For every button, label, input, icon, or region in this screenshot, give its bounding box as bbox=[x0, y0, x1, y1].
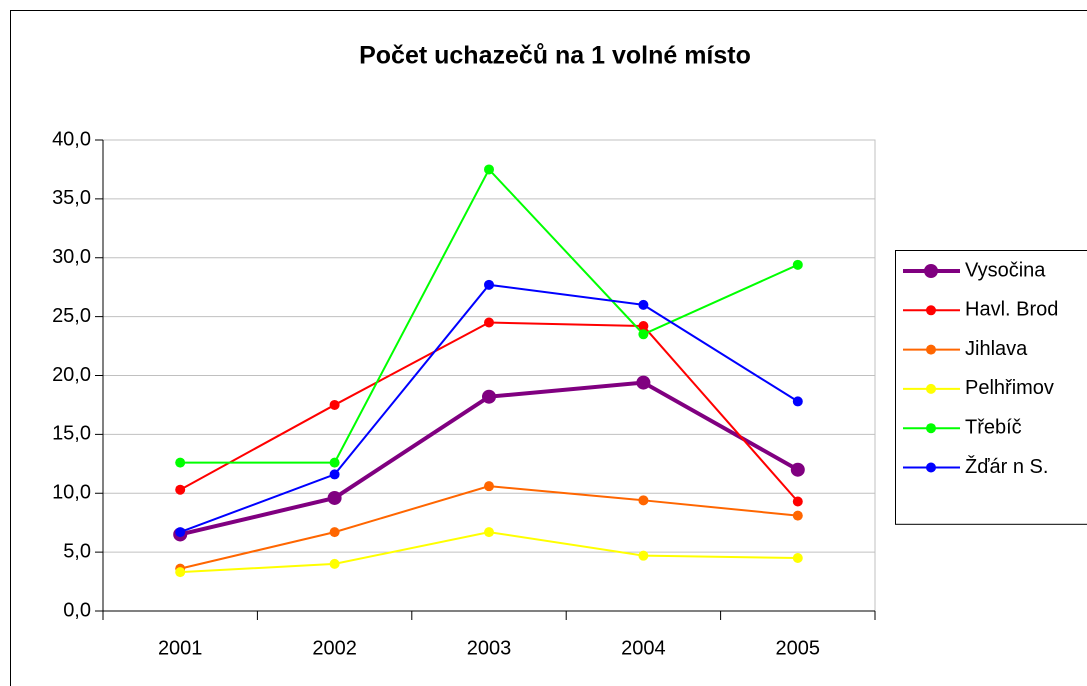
y-tick-label: 5,0 bbox=[63, 540, 91, 562]
data-point bbox=[175, 567, 186, 578]
y-tick-label: 15,0 bbox=[52, 423, 91, 445]
data-point bbox=[638, 550, 649, 561]
data-point bbox=[484, 279, 494, 290]
x-tick-label: 2005 bbox=[776, 637, 821, 659]
y-tick-label: 35,0 bbox=[52, 187, 91, 209]
x-tick-label: 2002 bbox=[312, 637, 357, 659]
data-point bbox=[638, 299, 649, 310]
data-point bbox=[792, 553, 803, 564]
data-point bbox=[790, 462, 805, 477]
legend-marker bbox=[926, 462, 936, 473]
data-point bbox=[329, 527, 340, 538]
chart-title: Počet uchazečů na 1 volné místo bbox=[359, 42, 751, 70]
x-tick-label: 2003 bbox=[467, 637, 512, 659]
legend-label: Žďár n S. bbox=[965, 455, 1048, 478]
data-point bbox=[792, 510, 803, 521]
x-tick-label: 2004 bbox=[621, 637, 666, 659]
data-point bbox=[484, 164, 494, 175]
data-point bbox=[329, 399, 340, 410]
data-point bbox=[636, 375, 651, 390]
y-tick-label: 10,0 bbox=[52, 482, 91, 504]
data-point bbox=[484, 317, 494, 328]
y-tick-label: 25,0 bbox=[52, 305, 91, 327]
data-point bbox=[638, 321, 649, 332]
legend-label: Jihlava bbox=[965, 338, 1028, 360]
x-tick-label: 2001 bbox=[158, 637, 203, 659]
y-tick-label: 30,0 bbox=[52, 246, 91, 268]
legend-label: Vysočina bbox=[965, 259, 1046, 281]
data-point bbox=[792, 259, 803, 270]
data-point bbox=[329, 469, 340, 480]
legend-marker bbox=[926, 383, 936, 394]
legend-label: Třebíč bbox=[965, 416, 1022, 438]
data-point bbox=[638, 495, 649, 506]
legend-marker bbox=[926, 423, 936, 434]
data-point bbox=[638, 329, 649, 340]
y-tick-label: 40,0 bbox=[52, 128, 91, 150]
data-point bbox=[792, 496, 803, 507]
data-point bbox=[482, 389, 496, 404]
y-tick-label: 20,0 bbox=[52, 364, 91, 386]
data-point bbox=[484, 527, 494, 538]
data-point bbox=[792, 396, 803, 407]
legend-label: Pelhřimov bbox=[965, 377, 1054, 399]
legend-marker bbox=[924, 264, 938, 278]
legend-marker bbox=[926, 305, 936, 316]
data-point bbox=[484, 481, 494, 492]
y-tick-label: 0,0 bbox=[63, 599, 91, 621]
data-point bbox=[175, 484, 186, 495]
legend-marker bbox=[926, 344, 936, 355]
data-point bbox=[329, 558, 340, 569]
data-point bbox=[175, 457, 186, 468]
data-point bbox=[327, 490, 342, 505]
legend-label: Havl. Brod bbox=[965, 299, 1058, 321]
data-point bbox=[329, 457, 340, 468]
data-point bbox=[175, 527, 186, 538]
